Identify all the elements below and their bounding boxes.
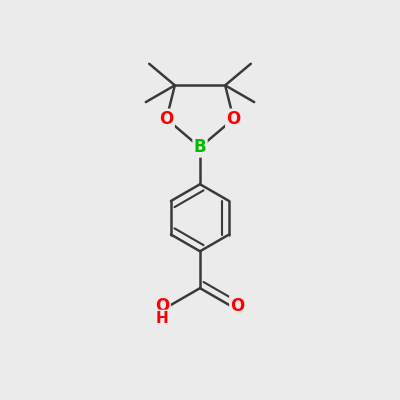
Text: O: O [226,110,241,128]
Text: O: O [155,297,170,315]
Text: B: B [194,138,206,156]
Text: O: O [159,110,174,128]
Text: O: O [230,297,245,315]
Text: H: H [156,311,169,326]
